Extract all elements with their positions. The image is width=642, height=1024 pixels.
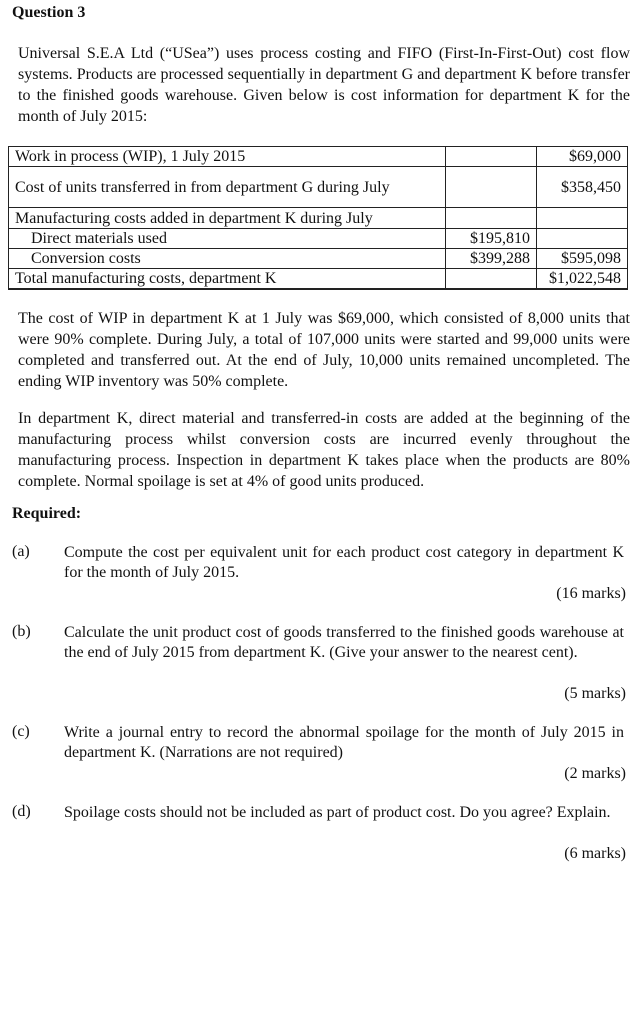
table-row: Cost of units transferred in from depart… [8,166,628,208]
table-row: Work in process (WIP), 1 July 2015 $69,00… [8,146,628,167]
table-row: Direct materials used $195,810 [8,228,628,249]
question-title: Question 3 [12,4,86,21]
table-row: Conversion costs $399,288 $595,098 [8,248,628,269]
table-row: Manufacturing costs added in department … [8,207,628,229]
intro-paragraph: Universal S.E.A Ltd (“USea”) uses proces… [18,45,630,125]
wip-paragraph: The cost of WIP in department K at 1 Jul… [18,310,630,390]
process-paragraph: In department K, direct material and tra… [18,410,630,490]
required-heading: Required: [12,505,82,522]
table-row: Total manufacturing costs, department K $… [8,268,628,290]
cost-table: Work in process (WIP), 1 July 2015 $69,00… [8,146,628,290]
